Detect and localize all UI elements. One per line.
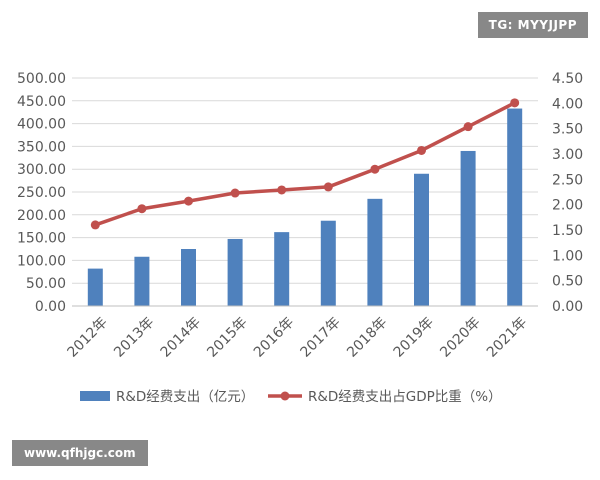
bar (460, 150, 476, 306)
line-point (184, 196, 193, 206)
line-point (277, 185, 287, 195)
left-tick-label: 100.00 (17, 253, 66, 269)
right-tick-label: 4.50 (552, 71, 583, 87)
bar (134, 256, 150, 306)
line-point (323, 182, 333, 192)
left-y-axis: 0.00 50.00 100.00 150.00 200.00 250.00 300.00 3… (17, 71, 66, 315)
left-tick-label: 250.00 (17, 185, 66, 201)
legend-bar-label: R&D经费支出（亿元） (116, 389, 254, 405)
bar (320, 220, 336, 306)
left-tick-label: 150.00 (17, 231, 66, 247)
right-tick-label: 4.00 (552, 96, 583, 112)
x-tick-label: 2019年 (391, 314, 437, 360)
legend-bar-swatch (80, 391, 110, 401)
right-tick-label: 1.00 (552, 248, 583, 264)
bar (507, 108, 523, 306)
bar (274, 232, 290, 306)
x-tick-label: 2018年 (344, 314, 390, 360)
x-tick-label: 2013年 (111, 314, 157, 360)
legend: R&D经费支出（亿元） R&D经费支出占GDP比重（%） (80, 389, 502, 405)
left-tick-label: 500.00 (17, 71, 66, 87)
combo-chart: 0.00 50.00 100.00 150.00 200.00 250.00 300.00 3… (17, 71, 583, 405)
gridlines (72, 77, 538, 307)
x-tick-label: 2015年 (204, 314, 250, 360)
x-tick-label: 2021年 (484, 314, 530, 360)
line-point (463, 122, 473, 132)
right-y-axis: 0.00 0.50 1.00 1.50 2.00 2.50 3.00 3.50 4.00 4.50 (552, 71, 583, 315)
right-tick-label: 2.00 (552, 198, 583, 214)
x-tick-label: 2016年 (251, 314, 297, 360)
x-tick-label: 2012年 (64, 314, 110, 360)
line-path (94, 101, 516, 227)
bar (414, 173, 429, 306)
line-point (137, 204, 147, 214)
right-tick-label: 3.00 (552, 147, 583, 163)
left-tick-label: 50.00 (26, 276, 66, 292)
x-tick-label: 2014年 (158, 314, 204, 360)
line-point (370, 164, 380, 174)
bar (87, 268, 103, 306)
right-tick-label: 0.50 (552, 274, 583, 290)
x-tick-label: 2020年 (437, 314, 483, 360)
bar-series (87, 108, 523, 306)
x-axis: 2012年 2013年 2014年 2015年 2016年 2017年 2018年 2019年… (64, 305, 538, 361)
legend-line-label: R&D经费支出占GDP比重（%） (308, 389, 502, 405)
watermark-bottom: www.qfhjgc.com (12, 440, 148, 466)
x-tick-label: 2017年 (297, 314, 343, 360)
left-tick-label: 350.00 (17, 139, 66, 155)
line-point (417, 145, 426, 155)
legend-line-marker (280, 391, 290, 401)
left-tick-label: 400.00 (17, 117, 66, 133)
chart-container: 0.00 50.00 100.00 150.00 200.00 250.00 300.00 3… (0, 50, 600, 422)
left-tick-label: 300.00 (17, 162, 66, 178)
left-tick-label: 0.00 (35, 299, 66, 315)
line-point (90, 220, 100, 230)
left-tick-label: 200.00 (17, 208, 66, 224)
right-tick-label: 0.00 (552, 299, 583, 315)
right-tick-label: 1.50 (552, 223, 583, 239)
watermark-top: TG: MYYJJPP (477, 12, 588, 38)
bar (367, 198, 383, 306)
line-point (230, 188, 240, 198)
right-tick-label: 2.50 (552, 172, 583, 188)
right-tick-label: 3.50 (552, 122, 583, 138)
line-series (90, 98, 520, 230)
left-tick-label: 450.00 (17, 94, 66, 110)
bar (227, 238, 243, 306)
line-point (510, 98, 520, 108)
bar (181, 249, 196, 306)
